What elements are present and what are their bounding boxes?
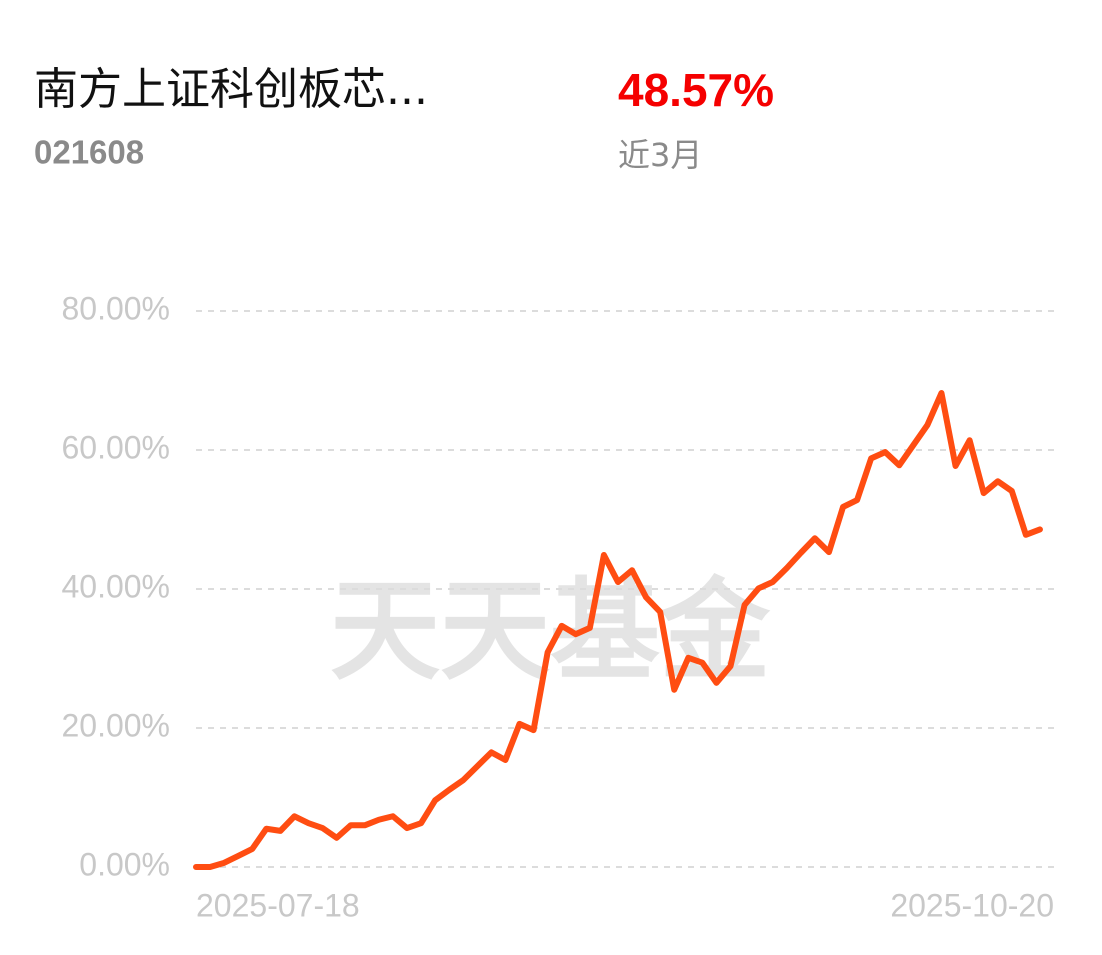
y-tick-label: 40.00% — [61, 568, 170, 604]
y-tick-label: 0.00% — [79, 846, 170, 882]
y-tick-label: 60.00% — [61, 429, 170, 465]
x-tick-label: 2025-07-18 — [196, 887, 360, 923]
y-tick-label: 80.00% — [61, 290, 170, 326]
y-tick-label: 20.00% — [61, 707, 170, 743]
line-series — [193, 390, 1043, 870]
watermark: 天天基金 — [330, 566, 771, 695]
fund-title: 南方上证科创板芯... — [34, 64, 428, 115]
return-period: 近3月 — [618, 136, 702, 174]
x-tick-label: 2025-10-20 — [890, 887, 1054, 923]
fund-code: 021608 — [34, 134, 144, 171]
fund-return: 48.57% — [618, 64, 774, 116]
